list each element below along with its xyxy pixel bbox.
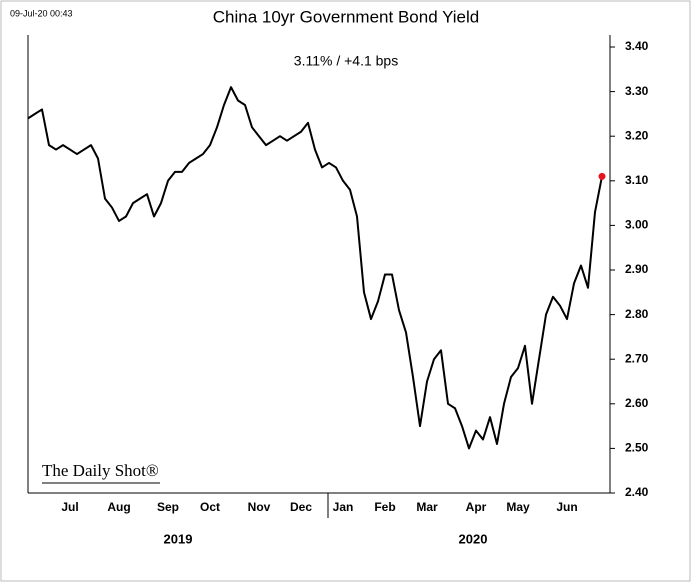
y-tick-label: 3.20	[625, 128, 649, 142]
y-tick-label: 2.50	[625, 441, 649, 455]
y-tick-label: 2.80	[625, 307, 649, 321]
x-tick-label: Sep	[157, 500, 179, 514]
timestamp: 09-Jul-20 00:43	[10, 8, 73, 18]
x-tick-label: May	[506, 500, 530, 514]
y-tick-label: 2.90	[625, 262, 649, 276]
last-point	[598, 172, 606, 180]
watermark: The Daily Shot®	[42, 461, 159, 480]
x-tick-label: Jul	[61, 500, 78, 514]
x-tick-label: Mar	[416, 500, 438, 514]
y-tick-label: 2.70	[625, 351, 649, 365]
subtitle: 3.11% / +4.1 bps	[294, 53, 398, 69]
y-tick-label: 2.40	[625, 485, 649, 499]
x-tick-label: Apr	[466, 500, 487, 514]
x-tick-label: Dec	[290, 500, 312, 514]
x-tick-label: Feb	[374, 500, 395, 514]
x-tick-label: Jan	[333, 500, 354, 514]
y-tick-label: 3.30	[625, 84, 649, 98]
y-tick-label: 2.60	[625, 396, 649, 410]
x-tick-label: Nov	[248, 500, 271, 514]
y-tick-label: 3.10	[625, 173, 649, 187]
x-tick-label: Aug	[107, 500, 130, 514]
y-tick-label: 3.40	[625, 39, 649, 53]
series-line	[27, 86, 603, 450]
y-tick-label: 3.00	[625, 218, 649, 232]
year-label: 2019	[164, 531, 193, 546]
x-tick-label: Jun	[556, 500, 577, 514]
x-tick-label: Oct	[200, 500, 220, 514]
year-label: 2020	[459, 531, 488, 546]
chart-title: China 10yr Government Bond Yield	[213, 7, 480, 26]
